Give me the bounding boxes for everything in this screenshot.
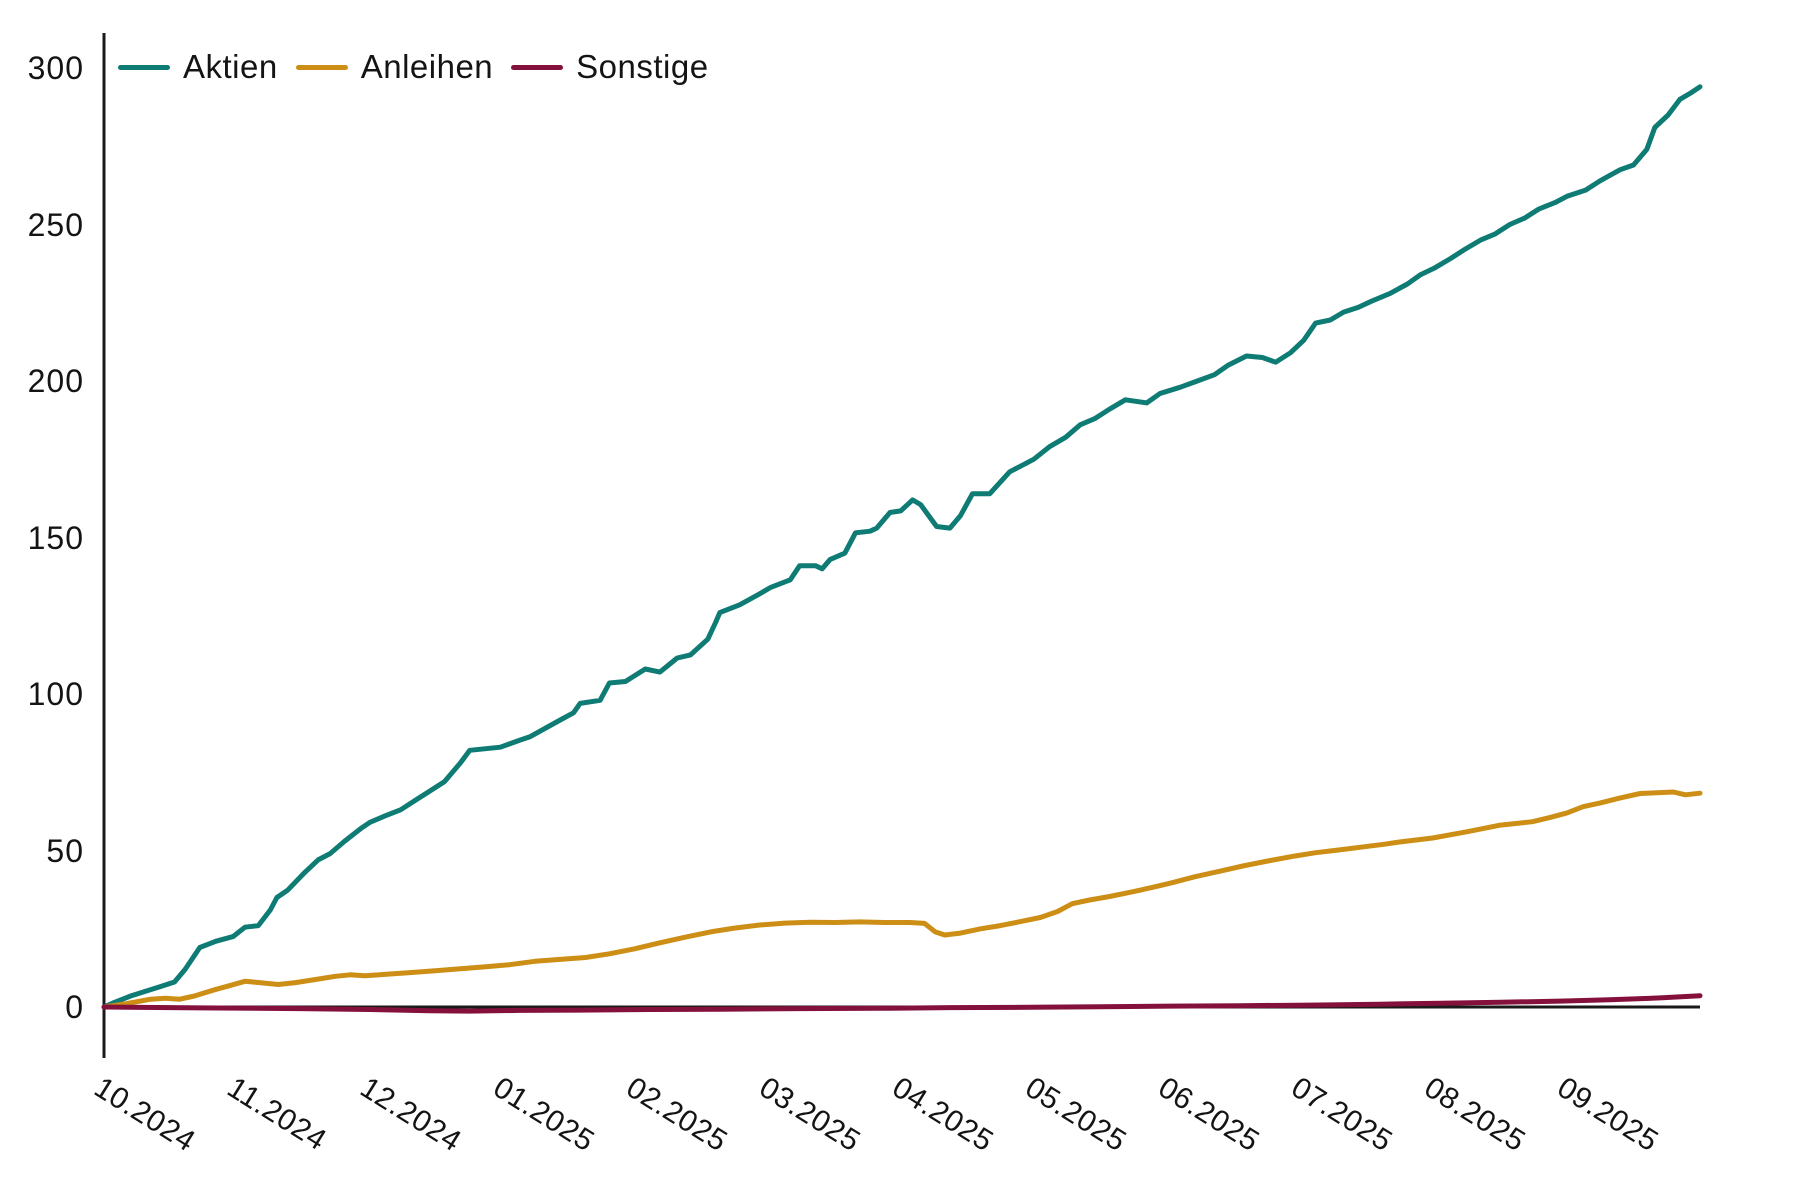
- legend-label: Aktien: [183, 48, 278, 85]
- legend-label: Anleihen: [360, 48, 494, 85]
- legend-swatch-anleihen: [295, 64, 348, 70]
- legend-swatch-sonstige: [511, 64, 564, 70]
- y-tick-label-300: 300: [27, 50, 84, 86]
- legend-item-sonstige: Sonstige: [511, 48, 708, 86]
- y-tick-label-50: 50: [46, 832, 84, 869]
- series-sonstige-line: [101, 993, 1703, 1014]
- series-aktien-line: [101, 84, 1703, 1010]
- y-tick-label-200: 200: [27, 363, 84, 399]
- y-tick-label-0: 0: [65, 989, 84, 1025]
- legend-item-aktien: Aktien: [118, 48, 278, 86]
- y-tick-label-150: 150: [27, 519, 84, 556]
- legend-swatch-aktien: [118, 64, 170, 70]
- legend-item-anleihen: Anleihen: [295, 48, 494, 86]
- y-tick-label-100: 100: [27, 676, 84, 712]
- legend-label: Sonstige: [576, 48, 709, 85]
- y-tick-label-250: 250: [27, 206, 84, 243]
- chart-legend: Aktien Anleihen Sonstige: [118, 48, 709, 86]
- series-anleihen-line: [101, 789, 1703, 1010]
